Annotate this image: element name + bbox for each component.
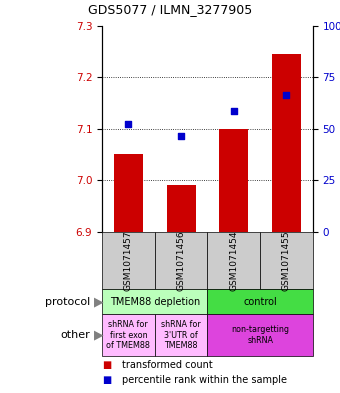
Text: GSM1071457: GSM1071457 [124, 230, 133, 291]
Text: GSM1071455: GSM1071455 [282, 230, 291, 291]
Point [126, 120, 131, 127]
Text: transformed count: transformed count [122, 360, 213, 370]
Text: non-targetting
shRNA: non-targetting shRNA [231, 325, 289, 345]
Text: other: other [60, 330, 90, 340]
Bar [114, 154, 143, 232]
Text: protocol: protocol [45, 297, 90, 307]
Text: shRNA for
first exon
of TMEM88: shRNA for first exon of TMEM88 [106, 320, 150, 350]
Point [178, 133, 184, 140]
Text: TMEM88 depletion: TMEM88 depletion [109, 297, 200, 307]
Text: ▶: ▶ [94, 295, 103, 308]
Text: GSM1071454: GSM1071454 [229, 230, 238, 290]
Text: ■: ■ [102, 360, 111, 370]
Text: ▶: ▶ [94, 329, 103, 342]
Text: GSM1071456: GSM1071456 [176, 230, 186, 291]
Bar [167, 185, 195, 232]
Point [284, 92, 289, 98]
Text: percentile rank within the sample: percentile rank within the sample [122, 375, 287, 385]
Bar [272, 54, 301, 232]
Point [231, 108, 236, 114]
Bar [219, 129, 248, 232]
Text: GDS5077 / ILMN_3277905: GDS5077 / ILMN_3277905 [88, 3, 252, 16]
Text: ■: ■ [102, 375, 111, 385]
Text: control: control [243, 297, 277, 307]
Text: shRNA for
3'UTR of
TMEM88: shRNA for 3'UTR of TMEM88 [161, 320, 201, 350]
